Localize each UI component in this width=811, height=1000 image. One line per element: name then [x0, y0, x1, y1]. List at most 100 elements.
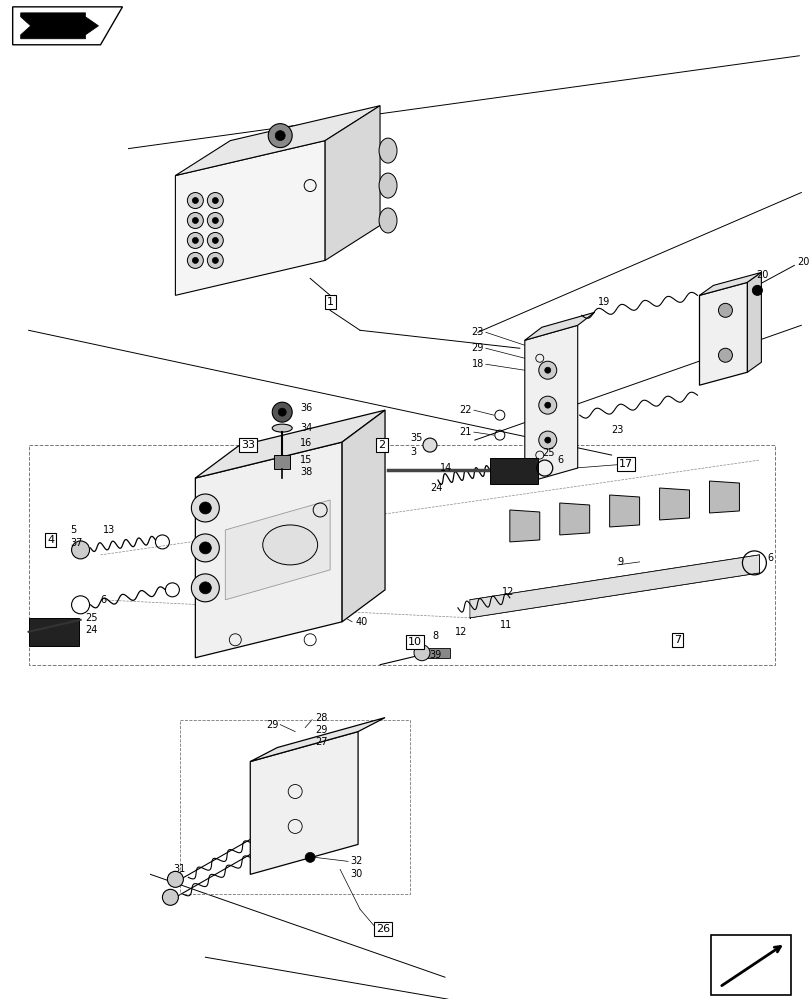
Polygon shape — [709, 481, 739, 513]
Text: 6: 6 — [101, 595, 106, 605]
Circle shape — [212, 217, 218, 223]
Circle shape — [275, 131, 285, 141]
Ellipse shape — [379, 208, 397, 233]
Text: 7: 7 — [673, 635, 680, 645]
Polygon shape — [470, 555, 758, 618]
Bar — [422, 648, 449, 658]
Text: 12: 12 — [454, 627, 466, 637]
Polygon shape — [509, 510, 539, 542]
Text: 15: 15 — [300, 455, 312, 465]
Polygon shape — [698, 282, 746, 385]
Circle shape — [200, 542, 211, 554]
Bar — [706, 334, 739, 344]
Circle shape — [192, 257, 198, 263]
Polygon shape — [195, 442, 341, 658]
Text: 22: 22 — [459, 405, 471, 415]
Text: 23: 23 — [471, 327, 483, 337]
Circle shape — [192, 237, 198, 243]
Circle shape — [272, 402, 292, 422]
Circle shape — [414, 645, 430, 661]
Polygon shape — [13, 7, 122, 45]
Text: 33: 33 — [241, 440, 255, 450]
Text: 8: 8 — [431, 631, 437, 641]
Circle shape — [305, 852, 315, 862]
Circle shape — [278, 408, 285, 416]
Bar — [180, 720, 410, 894]
Bar — [28, 618, 79, 646]
Text: 38: 38 — [300, 467, 312, 477]
Text: 1: 1 — [326, 297, 333, 307]
Polygon shape — [20, 13, 98, 39]
Text: 20: 20 — [756, 270, 768, 280]
Text: 12: 12 — [501, 587, 513, 597]
Polygon shape — [225, 500, 330, 600]
Circle shape — [539, 431, 556, 449]
Polygon shape — [250, 732, 358, 874]
Circle shape — [187, 232, 203, 248]
Polygon shape — [559, 503, 589, 535]
Polygon shape — [250, 718, 384, 762]
Text: 6: 6 — [766, 553, 773, 563]
Text: 34: 34 — [300, 423, 312, 433]
Circle shape — [212, 257, 218, 263]
Circle shape — [187, 252, 203, 268]
Polygon shape — [609, 495, 639, 527]
Circle shape — [752, 285, 762, 295]
Circle shape — [191, 574, 219, 602]
Polygon shape — [341, 410, 384, 622]
Text: 24: 24 — [85, 625, 98, 635]
Text: 17: 17 — [618, 459, 632, 469]
Circle shape — [544, 437, 550, 443]
Text: 2: 2 — [378, 440, 385, 450]
Polygon shape — [175, 141, 324, 295]
Bar — [706, 309, 739, 319]
Circle shape — [207, 252, 223, 268]
Text: 29: 29 — [471, 343, 483, 353]
Text: 35: 35 — [410, 433, 422, 443]
Polygon shape — [746, 272, 761, 372]
Text: 11: 11 — [500, 620, 512, 630]
Polygon shape — [524, 325, 577, 483]
Text: 26: 26 — [375, 924, 389, 934]
Text: 40: 40 — [354, 617, 367, 627]
Bar — [706, 359, 739, 369]
Circle shape — [167, 871, 183, 887]
Polygon shape — [175, 106, 380, 176]
Text: 16: 16 — [300, 438, 312, 448]
Circle shape — [192, 198, 198, 204]
Ellipse shape — [379, 173, 397, 198]
Text: 29: 29 — [315, 725, 327, 735]
Text: 36: 36 — [300, 403, 312, 413]
Polygon shape — [659, 488, 689, 520]
Circle shape — [212, 198, 218, 204]
Circle shape — [423, 438, 436, 452]
Text: 31: 31 — [173, 864, 185, 874]
Ellipse shape — [272, 424, 292, 432]
Polygon shape — [324, 106, 380, 260]
Circle shape — [212, 237, 218, 243]
Ellipse shape — [263, 525, 317, 565]
Circle shape — [200, 582, 211, 594]
Circle shape — [162, 889, 178, 905]
Text: 23: 23 — [611, 425, 624, 435]
Circle shape — [268, 124, 292, 148]
Text: 27: 27 — [315, 737, 328, 747]
Polygon shape — [195, 410, 384, 478]
Text: 24: 24 — [430, 483, 442, 493]
Text: 10: 10 — [407, 637, 422, 647]
Text: 18: 18 — [471, 359, 483, 369]
Text: 37: 37 — [71, 538, 83, 548]
Circle shape — [207, 212, 223, 228]
Circle shape — [207, 232, 223, 248]
Bar — [28, 445, 775, 665]
Polygon shape — [698, 272, 761, 295]
Text: 20: 20 — [796, 257, 809, 267]
Text: 28: 28 — [315, 713, 327, 723]
Circle shape — [539, 361, 556, 379]
Text: 3: 3 — [410, 447, 415, 457]
Text: 32: 32 — [350, 856, 362, 866]
Text: 25: 25 — [85, 613, 98, 623]
Text: 9: 9 — [617, 557, 623, 567]
Text: 30: 30 — [350, 869, 362, 879]
Bar — [489, 458, 537, 484]
